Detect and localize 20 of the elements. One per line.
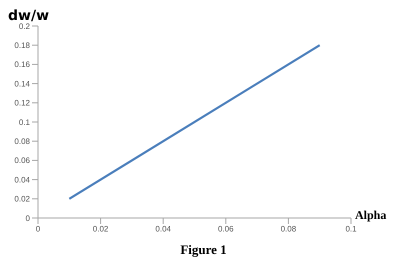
y-tick-label: 0.1 <box>18 118 31 127</box>
y-tick-label: 0.12 <box>14 98 31 108</box>
x-tick-label: 0.1 <box>345 224 358 234</box>
y-tick-label: 0.06 <box>14 156 31 166</box>
x-tick-label: 0.02 <box>92 224 109 234</box>
y-tick-label: 0.2 <box>18 22 31 31</box>
y-tick-label: 0.14 <box>14 79 31 88</box>
y-tick-label: 0.08 <box>14 137 31 146</box>
y-axis-title: dw/w <box>8 8 50 24</box>
x-tick-label: 0.08 <box>280 224 297 234</box>
y-tick-label: 0.18 <box>14 41 31 50</box>
caption: Figure 1 <box>179 242 228 258</box>
x-axis-title: Alpha <box>355 208 386 223</box>
y-tick-label: 0.16 <box>14 60 31 70</box>
x-tick-label: 0 <box>36 224 41 234</box>
x-tick-label: 0.04 <box>155 224 172 234</box>
x-tick-label: 0.06 <box>218 224 234 234</box>
y-tick-label: 0 <box>26 214 31 223</box>
y-tick-label: 0.02 <box>14 194 31 204</box>
y-tick-label: 0.04 <box>14 175 31 184</box>
